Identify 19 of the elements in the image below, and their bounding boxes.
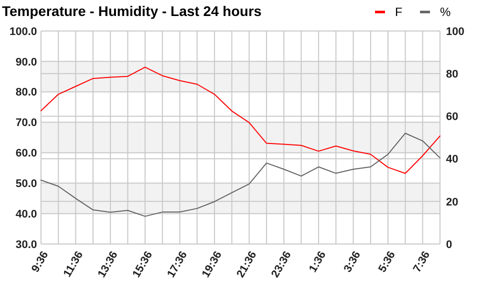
y2-tick-label: 0 <box>446 238 452 251</box>
y2-tick-label: 20 <box>446 196 458 208</box>
y-tick-label: 50.0 <box>16 178 37 190</box>
legend-label: % <box>440 5 451 20</box>
y-tick-label: 30.0 <box>16 238 37 251</box>
y2-tick-label: 40 <box>446 154 458 166</box>
y-tick-label: 90.0 <box>16 56 37 68</box>
line-series <box>40 66 440 174</box>
y2-tick-label: 100 <box>446 26 464 38</box>
y-tick-label: 100.0 <box>9 26 37 38</box>
y-tick-label: 70.0 <box>16 117 37 130</box>
y-tick-label: 60.0 <box>16 148 37 160</box>
legend-label: F <box>395 5 402 20</box>
y-tick-label: 40.0 <box>16 208 37 220</box>
y2-tick-label: 60 <box>446 111 458 124</box>
line-series <box>40 132 440 217</box>
chart-title: Temperature - Humidity - Last 24 hours <box>2 3 262 19</box>
y2-tick-label: 80 <box>446 68 458 80</box>
y-tick-label: 80.0 <box>16 86 37 99</box>
